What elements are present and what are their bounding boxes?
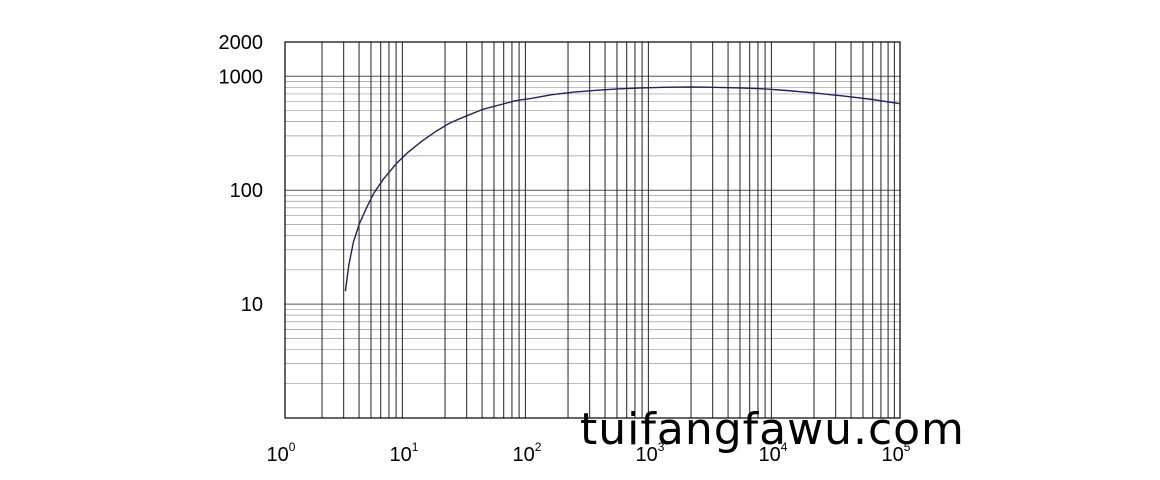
x-tick-label: 103	[636, 440, 665, 466]
x-tick-label: 102	[513, 440, 542, 466]
series-line	[344, 86, 901, 292]
y-tick-label: 100	[230, 180, 263, 202]
x-tick-label: 100	[267, 440, 296, 466]
y-tick-label: 2000	[219, 32, 264, 54]
watermark: tuifangfawu.com	[580, 404, 965, 455]
x-tick-label: 101	[390, 440, 419, 466]
x-tick-label: 104	[759, 440, 788, 466]
plot-frame	[284, 41, 901, 419]
y-tick-label: 1000	[219, 66, 264, 88]
x-tick-label: 105	[882, 440, 911, 466]
y-tick-label: 10	[241, 294, 263, 316]
